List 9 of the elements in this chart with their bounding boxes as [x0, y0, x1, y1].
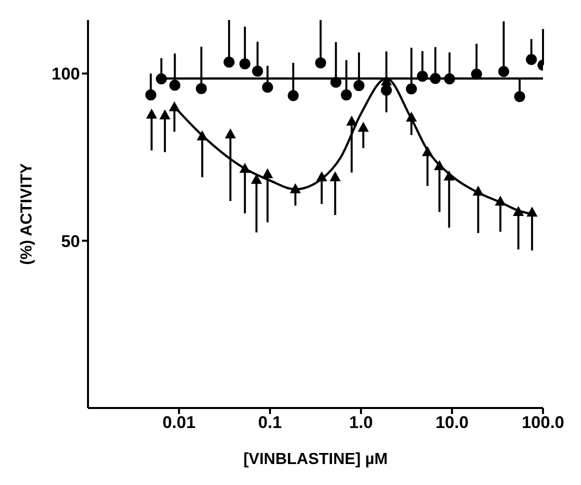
x-tick-label: 1.0 [349, 413, 373, 432]
x-tick-label: 0.1 [258, 413, 282, 432]
x-tick-label: 10.0 [435, 413, 469, 432]
x-tick-label: 100.0 [522, 413, 564, 432]
y-tick-label: 50 [61, 232, 80, 251]
y-tick-label: 100 [52, 64, 80, 84]
y-axis-title: (%) ACTIVITY [18, 162, 36, 265]
x-axis-title: [VINBLASTINE] µM [243, 451, 388, 468]
x-tick-label: 0.01 [162, 413, 196, 432]
